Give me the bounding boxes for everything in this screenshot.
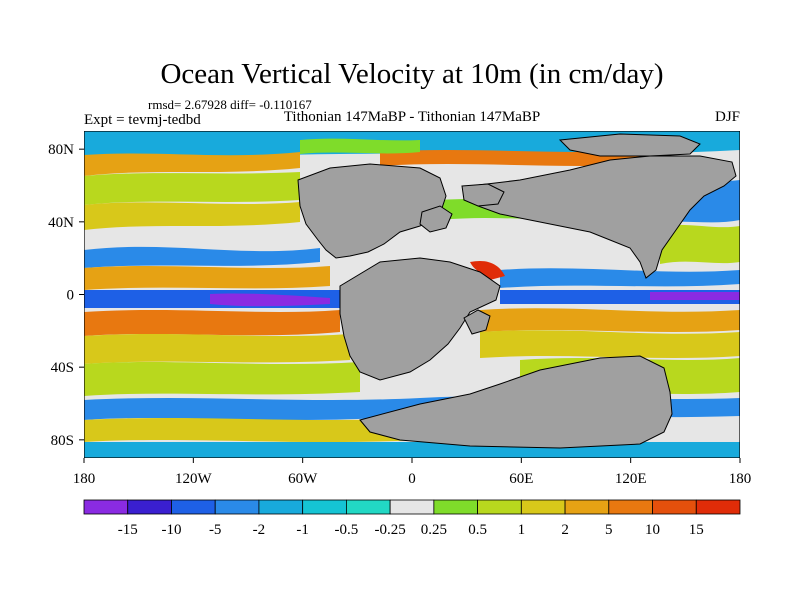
x-tick-label: 180 [73, 471, 96, 487]
north-atlantic-green [300, 138, 420, 154]
x-tick-label: 0 [408, 471, 416, 487]
southern-ocean-yellow [84, 418, 420, 442]
stats-text: rmsd= 2.67928 diff= -0.110167 [148, 97, 312, 112]
colorbar-label: 0.25 [421, 522, 447, 538]
colorbar-swatch [477, 499, 522, 515]
tethys-upwelling-red [470, 260, 505, 280]
colorbar-label: -10 [161, 522, 181, 538]
comparison-label: Tithonian 147MaBP - Tithonian 147MaBP [284, 109, 540, 125]
colorbar-label: -0.25 [375, 522, 406, 538]
colorbar-label: 2 [561, 522, 569, 538]
colorbar-swatch [520, 499, 566, 515]
colorbar-label: -1 [296, 522, 309, 538]
arctic-red-band [380, 150, 650, 166]
colorbar-label: -5 [209, 522, 222, 538]
tethys-south-yellow [480, 330, 740, 358]
x-tick-label: 60W [288, 471, 318, 487]
south-pacific-green [84, 362, 360, 396]
tethys-blue [500, 268, 740, 288]
tethys-south-orange [480, 308, 740, 332]
colorbar-label: -2 [253, 522, 266, 538]
colorbar-swatch [433, 499, 479, 515]
south-gondwana [339, 257, 501, 381]
north-pacific-yellow [84, 202, 300, 230]
colorbar-label: 5 [605, 522, 613, 538]
latitude-axis: 80N 40N 0 40S 80S [48, 142, 84, 449]
colorbar: -15 -10 -5 -2 -1 -0.5 -0.25 0.25 0.5 1 2 5 10 15 [83, 499, 741, 538]
colorbar-swatch [127, 499, 172, 515]
eurasia [469, 155, 737, 279]
antarctic-band [84, 442, 740, 458]
tethys-island [419, 205, 453, 233]
colorbar-swatch [258, 499, 304, 515]
east-north-green [660, 224, 740, 264]
colorbar-swatch [564, 499, 610, 515]
colorbar-label: 0.5 [468, 522, 487, 538]
x-tick-label: 60E [509, 471, 533, 487]
chart-title: Ocean Vertical Velocity at 10m (in cm/da… [160, 58, 663, 90]
equatorial-core [210, 293, 330, 307]
south-atlantic-island [463, 309, 491, 335]
colorbar-swatch [695, 499, 741, 515]
colorbar-swatch [83, 499, 129, 515]
north-pacific-green [84, 172, 300, 205]
tethys-core [650, 292, 740, 300]
arctic-landmass [558, 133, 701, 157]
season-label: DJF [715, 109, 740, 125]
land-masses [297, 133, 737, 449]
north-america [297, 163, 447, 259]
colorbar-label: -15 [118, 522, 138, 538]
central-island [461, 183, 505, 207]
colorbar-swatch [608, 499, 653, 515]
colorbar-label: 15 [689, 522, 704, 538]
velocity-map [84, 131, 740, 458]
colorbar-swatch [214, 499, 260, 515]
colorbar-label: -0.5 [335, 522, 359, 538]
y-tick-label: 0 [67, 288, 75, 304]
north-subpolar-orange [84, 152, 300, 176]
x-tick-label: 120E [615, 471, 647, 487]
south-pacific-yellow [84, 334, 350, 364]
colorbar-swatch [302, 499, 347, 515]
x-tick-label: 180 [729, 471, 752, 487]
colorbar-swatch [652, 499, 697, 515]
y-tick-label: 40N [48, 215, 74, 231]
y-tick-label: 40S [51, 360, 74, 376]
antarctica-australia [359, 355, 673, 449]
y-tick-label: 80N [48, 142, 74, 158]
colorbar-swatch [389, 499, 435, 515]
x-tick-label: 120W [175, 471, 213, 487]
north-equatorial-orange [84, 266, 330, 290]
subtropic-blue [84, 246, 320, 268]
longitude-axis: 180 120W 60W 0 60E 120E 180 [73, 458, 752, 487]
colorbar-label: 1 [518, 522, 526, 538]
y-tick-label: 80S [51, 433, 74, 449]
colorbar-swatch [171, 499, 216, 515]
experiment-label: Expt = tevmj-tedbd [84, 112, 201, 128]
colorbar-swatch [345, 499, 391, 515]
colorbar-label: 10 [645, 522, 660, 538]
south-equatorial-red [84, 310, 340, 336]
